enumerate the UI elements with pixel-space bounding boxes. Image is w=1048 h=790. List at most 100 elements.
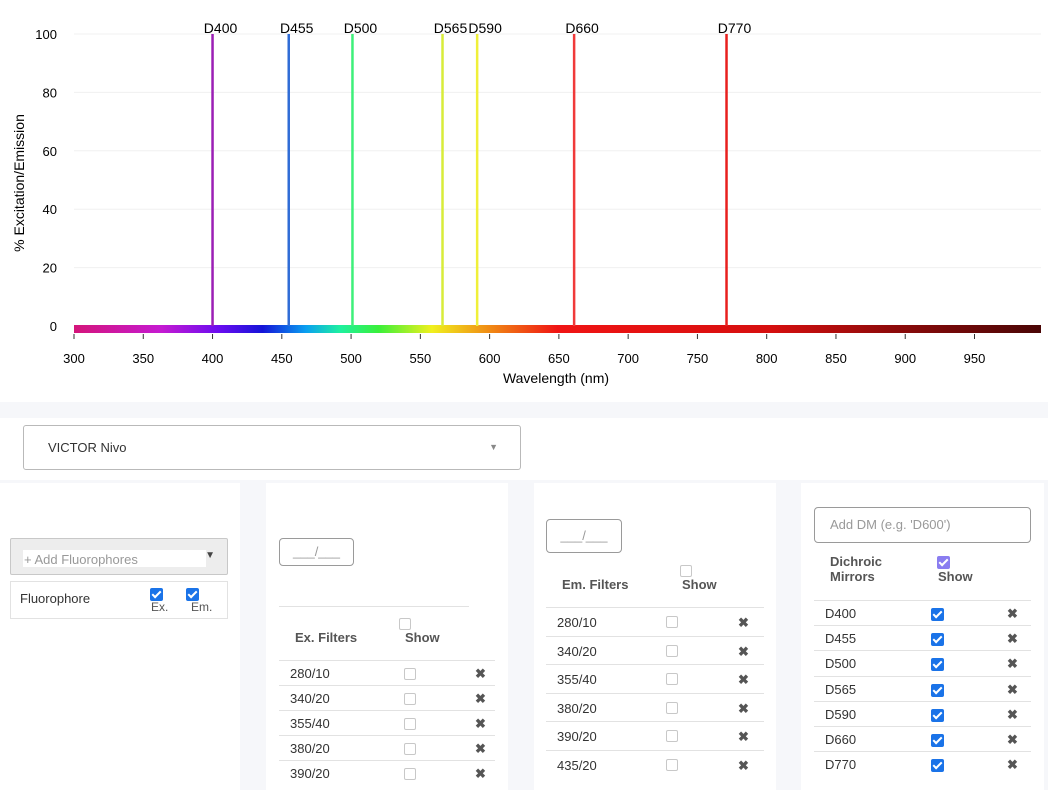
table-row: 380/20 ✖: [546, 692, 764, 722]
table-row: D565 ✖: [814, 675, 1031, 701]
remove-icon[interactable]: ✖: [738, 615, 749, 630]
table-row: D455 ✖: [814, 625, 1031, 650]
dm-show-all-checkbox[interactable]: [937, 556, 950, 569]
remove-icon[interactable]: ✖: [1007, 656, 1018, 672]
ex-all-checkbox[interactable]: [150, 588, 163, 601]
x-tick-label: 400: [202, 351, 224, 366]
show-checkbox[interactable]: [666, 644, 678, 657]
remove-icon[interactable]: ✖: [1007, 732, 1018, 747]
row-label: D500: [825, 656, 857, 672]
show-checkbox[interactable]: [931, 633, 944, 647]
x-tick-label: 800: [756, 351, 778, 366]
table-row: 280/10 ✖: [279, 660, 495, 685]
x-tick-label: 550: [409, 351, 431, 366]
remove-icon[interactable]: ✖: [475, 666, 486, 681]
x-tick-label: 600: [479, 351, 501, 366]
table-row: D660 ✖: [814, 726, 1031, 751]
table-row: 280/10 ✖: [546, 607, 764, 636]
em-show-all-checkbox[interactable]: [680, 565, 692, 577]
dichroic-header-line2: Mirrors: [830, 569, 875, 584]
em-show-header: Show: [682, 577, 717, 592]
show-checkbox[interactable]: [931, 683, 944, 697]
em-all-checkbox[interactable]: [186, 588, 199, 601]
remove-icon[interactable]: ✖: [738, 757, 749, 773]
table-row: 340/20 ✖: [279, 685, 495, 710]
add-fluorophore-dropdown[interactable]: + Add Fluorophores ▼: [10, 538, 228, 575]
series-label-d590: D590: [468, 20, 502, 36]
row-label: D660: [825, 732, 857, 747]
fluorophore-panel: + Add Fluorophores ▼ Fluorophore Ex. Em.: [0, 483, 240, 790]
row-label: D455: [825, 631, 857, 647]
remove-icon[interactable]: ✖: [738, 729, 749, 744]
fluorophore-table: Fluorophore Ex. Em.: [10, 581, 228, 619]
ex-filters-panel: ___/___ Ex. Filters Show 280/10 ✖ 340/20 ✖ 3…: [266, 483, 508, 790]
ex-show-all-checkbox[interactable]: [399, 618, 411, 630]
show-checkbox[interactable]: [666, 758, 678, 771]
show-checkbox[interactable]: [666, 730, 678, 742]
remove-icon[interactable]: ✖: [475, 741, 486, 756]
y-tick-label: 40: [43, 202, 57, 217]
ex-ratio-input[interactable]: ___/___: [279, 538, 354, 566]
table-row: 380/20 ✖: [279, 735, 495, 760]
row-label: 390/20: [290, 766, 330, 781]
em-filters-panel: ___/___ Em. Filters Show 280/10 ✖ 340/20 ✖ 3…: [534, 483, 776, 790]
show-checkbox[interactable]: [931, 708, 944, 722]
table-row: D400 ✖: [814, 600, 1031, 625]
series-label-d660: D660: [565, 20, 599, 36]
remove-icon[interactable]: ✖: [1007, 631, 1018, 647]
x-tick-label: 500: [340, 351, 362, 366]
remove-icon[interactable]: ✖: [475, 691, 486, 706]
remove-icon[interactable]: ✖: [475, 716, 486, 731]
remove-icon[interactable]: ✖: [738, 672, 749, 687]
remove-icon[interactable]: ✖: [475, 766, 486, 781]
show-checkbox[interactable]: [404, 768, 416, 780]
show-checkbox[interactable]: [931, 759, 944, 773]
series-label-d770: D770: [718, 20, 752, 36]
show-checkbox[interactable]: [666, 701, 678, 714]
y-axis-label: % Excitation/Emission: [11, 114, 27, 252]
remove-icon[interactable]: ✖: [738, 700, 749, 716]
show-checkbox[interactable]: [404, 743, 416, 755]
remove-icon[interactable]: ✖: [1007, 681, 1018, 697]
add-fluorophore-placeholder: + Add Fluorophores: [24, 552, 138, 567]
y-tick-label: 60: [43, 144, 57, 159]
x-tick-label: 450: [271, 351, 293, 366]
y-tick-label: 20: [43, 261, 57, 276]
remove-icon[interactable]: ✖: [1007, 706, 1018, 722]
row-label: D565: [825, 681, 857, 697]
show-checkbox[interactable]: [666, 616, 678, 628]
x-tick-label: 350: [132, 351, 154, 366]
ex-ratio-placeholder: ___/___: [293, 544, 340, 559]
show-checkbox[interactable]: [931, 658, 944, 672]
series-label-d400: D400: [204, 20, 238, 36]
row-label: 380/20: [557, 700, 597, 716]
table-row: 355/40 ✖: [279, 710, 495, 735]
remove-icon[interactable]: ✖: [738, 643, 749, 659]
row-label: D770: [825, 757, 857, 773]
add-dm-placeholder: Add DM (e.g. 'D600'): [830, 517, 951, 532]
table-row: 390/20 ✖: [279, 760, 495, 785]
instrument-select[interactable]: VICTOR Nivo ▼: [23, 425, 521, 470]
x-axis-label: Wavelength (nm): [503, 370, 609, 386]
series-label-d500: D500: [344, 20, 378, 36]
ex-filters-header: Ex. Filters: [295, 630, 358, 645]
em-ratio-input[interactable]: ___/___: [546, 519, 622, 553]
table-row: D500 ✖: [814, 650, 1031, 675]
show-checkbox[interactable]: [931, 734, 944, 747]
x-tick-label: 700: [617, 351, 639, 366]
ex-show-header: Show: [405, 630, 440, 645]
add-dm-input[interactable]: Add DM (e.g. 'D600'): [814, 507, 1031, 543]
remove-icon[interactable]: ✖: [1007, 606, 1018, 621]
show-checkbox[interactable]: [666, 673, 678, 685]
row-label: 340/20: [290, 691, 330, 706]
remove-icon[interactable]: ✖: [1007, 757, 1018, 773]
table-row: D770 ✖: [814, 751, 1031, 776]
show-checkbox[interactable]: [404, 718, 416, 730]
row-label: D400: [825, 606, 857, 621]
table-row: 390/20 ✖: [546, 721, 764, 750]
chevron-down-icon: ▼: [489, 442, 498, 452]
show-checkbox[interactable]: [931, 608, 944, 621]
x-tick-label: 300: [63, 351, 85, 366]
show-checkbox[interactable]: [404, 668, 416, 680]
show-checkbox[interactable]: [404, 693, 416, 705]
